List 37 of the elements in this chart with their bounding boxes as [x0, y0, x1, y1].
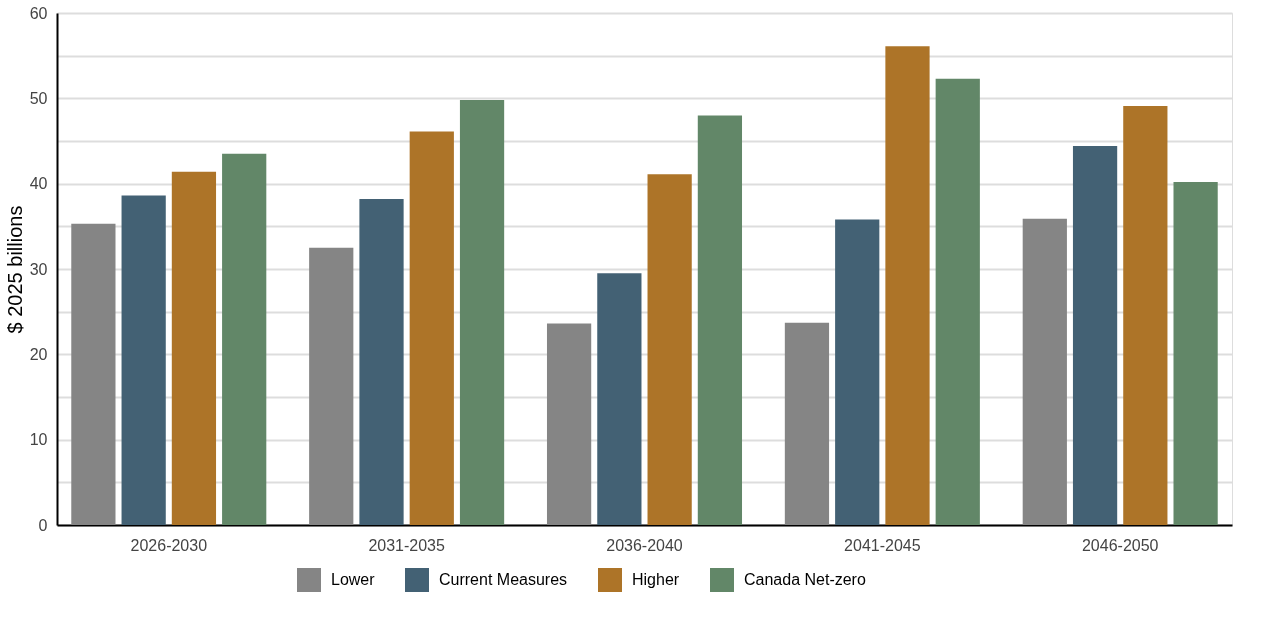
bar [222, 153, 267, 525]
bar [935, 78, 980, 525]
x-tick-label: 2036-2040 [606, 536, 683, 554]
bar [647, 174, 692, 525]
y-axis-title: $ 2025 billions [3, 205, 26, 334]
y-tick-label: 30 [29, 260, 48, 278]
y-tick-label: 10 [29, 431, 48, 449]
bar [121, 195, 166, 525]
bar [309, 247, 354, 525]
bar [71, 223, 116, 525]
bar [1022, 218, 1067, 525]
bar [1072, 146, 1118, 525]
x-tick-label: 2046-2050 [1081, 536, 1159, 554]
bar [1123, 106, 1168, 525]
bar [697, 115, 743, 525]
bar [359, 199, 404, 525]
y-tick-label: 50 [29, 89, 48, 107]
legend-label: Higher [632, 571, 680, 588]
y-tick-label: 60 [29, 4, 48, 22]
bar [597, 273, 642, 525]
legend-label: Lower [331, 571, 376, 588]
legend-label: Canada Net-zero [744, 571, 866, 588]
y-tick-label: 0 [38, 516, 48, 534]
bar [459, 100, 505, 525]
bar [885, 46, 930, 525]
x-tick-label: 2026-2030 [130, 536, 208, 554]
bar [1173, 181, 1218, 525]
bar [171, 171, 217, 525]
legend-label: Current Measures [439, 571, 568, 588]
y-tick-label: 20 [29, 345, 48, 363]
y-tick-label: 40 [29, 175, 48, 193]
x-tick-label: 2031-2035 [368, 536, 446, 554]
x-tick-label: 2041-2045 [844, 536, 921, 554]
bar [835, 219, 880, 525]
bar [546, 323, 592, 525]
bar [409, 131, 454, 525]
bar [784, 322, 830, 525]
